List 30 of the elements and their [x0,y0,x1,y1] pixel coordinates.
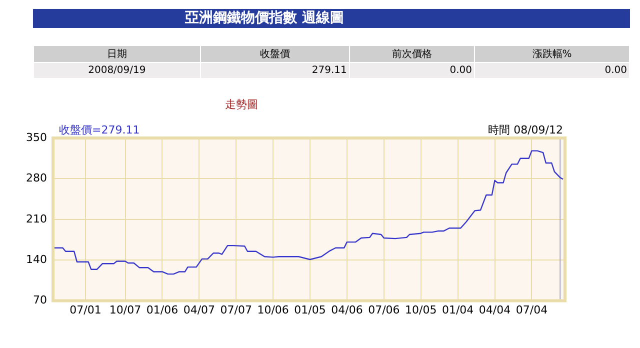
x-tick-label: 01/06 [146,303,178,316]
chart-title: 亞洲鋼鐵物價指數 週線圖 [33,9,630,28]
y-tick-label: 70 [32,294,47,307]
text: 走勢圖 [225,97,258,112]
text: 0.00 [474,62,630,78]
x-tick-label: 10/07 [109,303,142,316]
x-tick-label: 10/06 [257,303,289,316]
x-tick-label: 10/05 [405,303,437,316]
x-tick-label: 04/04 [478,303,511,316]
text: 日期 [34,46,200,62]
x-tick-label: 04/07 [183,303,216,316]
x-tick-label: 01/04 [442,303,474,316]
y-tick-label: 280 [26,172,47,185]
text: 收盤價=279.11 [58,123,140,136]
x-tick-label: 01/05 [294,303,326,316]
text: 收盤價 [200,46,350,62]
text: 前次價格 [349,46,475,62]
x-tick-label: 07/01 [70,303,102,316]
text: 279.11 [200,62,350,78]
y-tick-label: 210 [26,212,47,226]
y-tick-label: 350 [26,130,47,144]
text: 2008/09/19 [34,62,200,78]
y-tick-label: 140 [26,252,47,266]
x-tick-label: 04/06 [331,303,363,316]
x-tick-label: 07/04 [516,303,548,316]
text: 漲跌幅% [474,46,630,62]
text: 0.00 [349,62,475,78]
ref-line-label: 時間 08/09/12 [488,123,563,136]
x-tick-label: 07/06 [368,303,400,316]
x-tick-label: 07/07 [220,303,252,316]
